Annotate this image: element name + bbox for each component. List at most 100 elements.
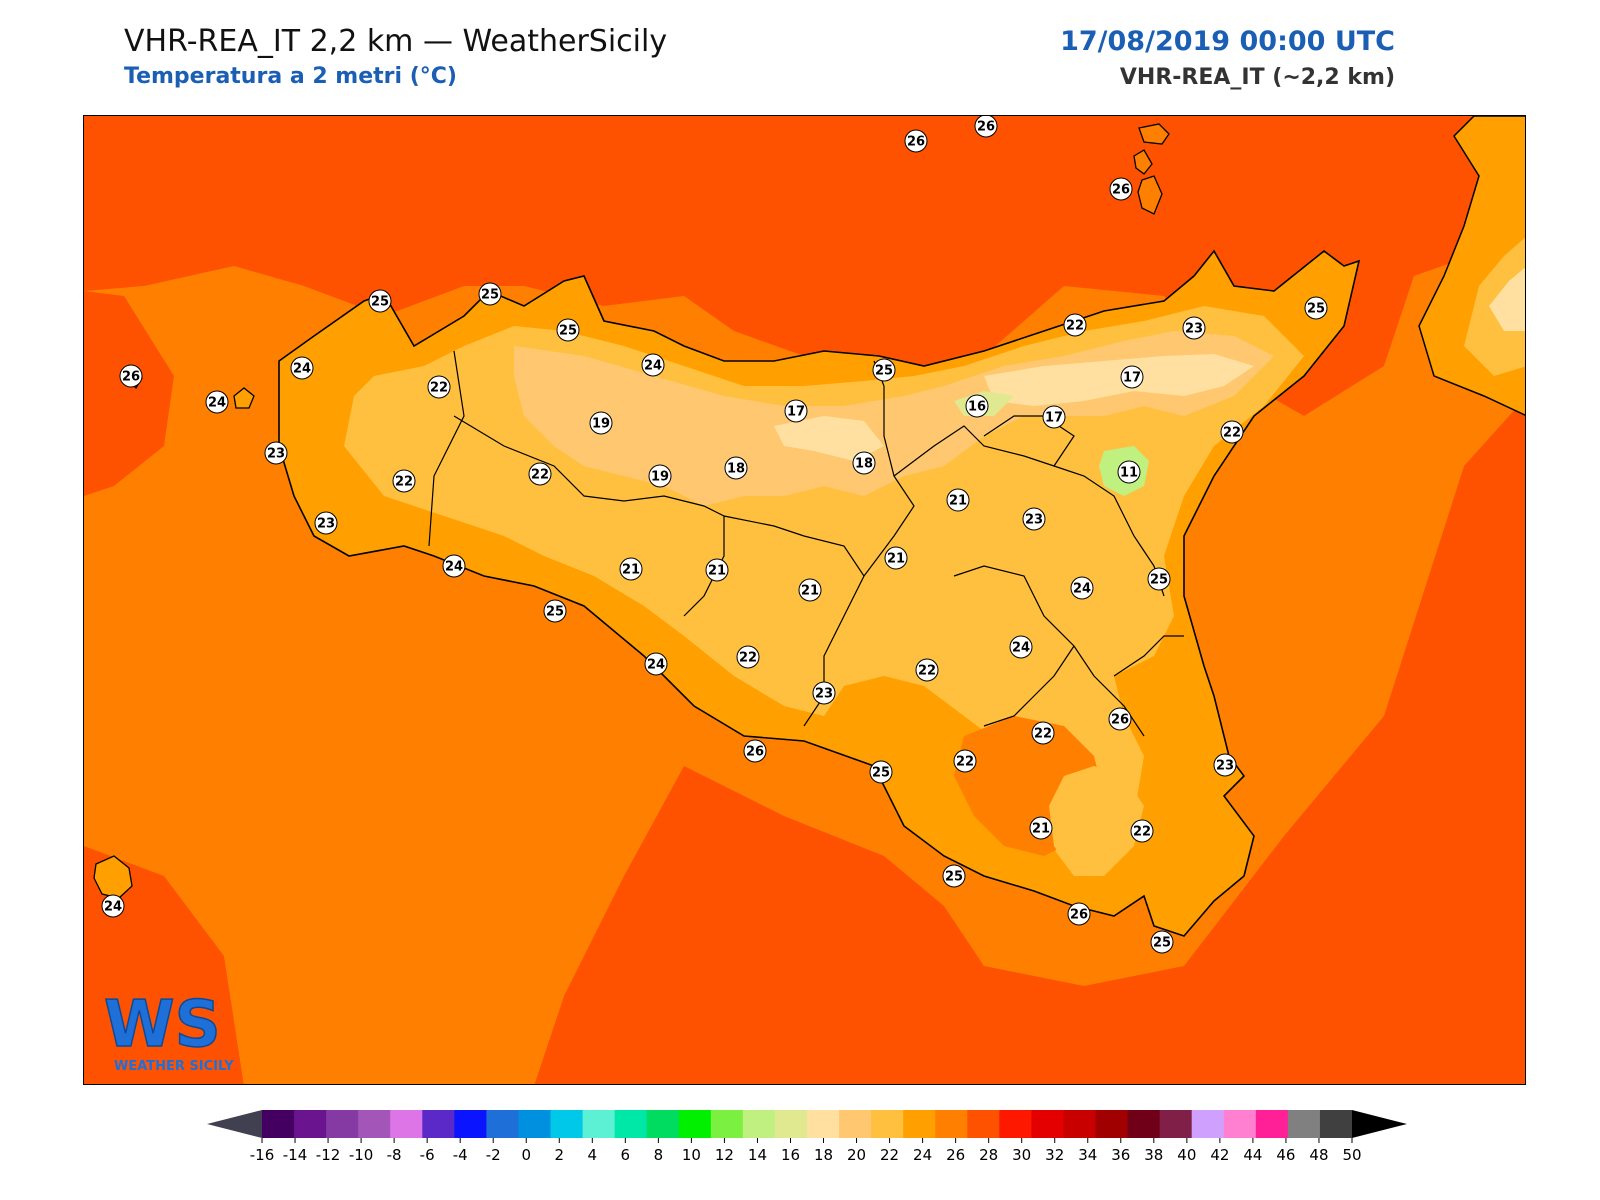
temperature-point: 21: [798, 578, 822, 602]
colorbar-tick-label: 4: [588, 1146, 598, 1164]
temperature-point-label: 24: [1012, 641, 1030, 656]
temperature-point: 22: [528, 462, 552, 486]
temperature-point-marker: [478, 282, 502, 306]
temperature-point-label: 22: [1133, 825, 1151, 840]
temperature-point: 23: [1022, 507, 1046, 531]
colorbar-tick-label: 30: [1012, 1146, 1031, 1164]
temperature-point-label: 23: [1216, 759, 1234, 774]
temperature-point-label: 25: [481, 288, 499, 303]
colorbar-swatch: [839, 1110, 872, 1138]
colorbar-over-arrow: [1352, 1110, 1407, 1138]
weather-sicily-logo-icon: WS WEATHER SICILY: [96, 984, 256, 1074]
temperature-point: 22: [953, 749, 977, 773]
calabria-cooler: [1489, 267, 1525, 331]
colorbar-swatch: [1095, 1110, 1129, 1138]
colorbar-swatch: [550, 1110, 584, 1138]
colorbar-swatch: [486, 1110, 519, 1138]
colorbar-swatch: [1159, 1110, 1193, 1138]
temperature-point-label: 21: [801, 584, 819, 599]
colorbar-tick-label: 20: [847, 1146, 866, 1164]
temperature-point-label: 21: [1032, 822, 1050, 837]
colorbar-swatch: [903, 1110, 936, 1138]
temperature-point: 21: [946, 488, 970, 512]
temperature-point-label: 19: [651, 470, 669, 485]
temperature-point-label: 26: [907, 135, 925, 150]
temperature-point: 25: [1304, 296, 1328, 320]
temperature-point-label: 18: [727, 462, 745, 477]
island-lipari: [1133, 149, 1153, 175]
map-area[interactable]: 26 26 26 25 25 25 24 24 26 24 22 23 22 23 19 22 19 17 18 18…: [83, 115, 1526, 1085]
temperature-point: 26: [119, 364, 143, 388]
temperature-point-marker: [974, 116, 998, 138]
colorbar-swatch: [646, 1110, 680, 1138]
temperature-point: 24: [442, 554, 466, 578]
temperature-point-marker: [852, 451, 876, 475]
colorbar-swatch: [582, 1110, 616, 1138]
temperature-point: 26: [974, 116, 998, 138]
colorbar-swatch: [1127, 1110, 1161, 1138]
colorbar-tick-label: 34: [1078, 1146, 1097, 1164]
temperature-point-label: 22: [956, 755, 974, 770]
southeast-cool: [1049, 766, 1144, 876]
colorbar-tick-label: -12: [316, 1146, 341, 1164]
temperature-point: 22: [427, 375, 451, 399]
temperature-point-marker: [644, 652, 668, 676]
colorbar-swatch: [967, 1110, 1000, 1138]
logo-text: WEATHER SICILY: [114, 1059, 234, 1074]
temperature-point-marker: [589, 411, 613, 435]
colorbar-swatch: [999, 1110, 1032, 1138]
temperature-point: 22: [1130, 819, 1154, 843]
colorbar-swatch: [358, 1110, 391, 1138]
temperature-point-label: 23: [267, 447, 285, 462]
temperature-point: 22: [1063, 313, 1087, 337]
colorbar-tick-label: -6: [420, 1146, 435, 1164]
temperature-point-label: 23: [815, 687, 833, 702]
temperature-point-marker: [1130, 819, 1154, 843]
temperature-point-label: 19: [592, 417, 610, 432]
temperature-point-label: 25: [546, 605, 564, 620]
temperature-point-label: 26: [1112, 183, 1130, 198]
model-name: VHR-REA_IT (~2,2 km): [1119, 65, 1395, 90]
temperature-point: 19: [589, 411, 613, 435]
colorbar-swatch: [518, 1110, 552, 1138]
colorbar-swatch: [614, 1110, 648, 1138]
temperature-point-marker: [724, 456, 748, 480]
colorbar-swatch: [294, 1110, 327, 1138]
island-salina: [1138, 123, 1170, 145]
colorbar-legend: -16 -14 -12 -10 -8 -6 -4 -2 0 2 4 6 8 10 12 14 16 18 20 22 2…: [207, 1110, 1407, 1164]
temperature-point-label: 21: [887, 552, 905, 567]
temperature-point-marker: [1304, 296, 1328, 320]
temperature-point-label: 22: [918, 664, 936, 679]
colorbar-swatch: [807, 1110, 840, 1138]
temperature-point-marker: [442, 554, 466, 578]
temperature-point-label: 22: [1034, 727, 1052, 742]
temperature-point-label: 26: [977, 120, 995, 135]
temperature-point-label: 17: [1045, 411, 1063, 426]
temperature-point: 25: [872, 358, 896, 382]
temperature-point: 22: [915, 658, 939, 682]
temperature-point-label: 25: [945, 870, 963, 885]
temperature-point-marker: [1067, 902, 1091, 926]
island-egadi: [233, 387, 255, 409]
temperature-point: 25: [543, 599, 567, 623]
temperature-point-label: 11: [1120, 466, 1138, 481]
colorbar-tick-label: 26: [946, 1146, 965, 1164]
temperature-point-label: 24: [104, 900, 122, 915]
temperature-point-marker: [119, 364, 143, 388]
colorbar-swatch: [422, 1110, 455, 1138]
temperature-point-marker: [641, 353, 665, 377]
temperature-point-label: 24: [644, 359, 662, 374]
temperature-point-label: 25: [371, 295, 389, 310]
temperature-point-label: 24: [647, 658, 665, 673]
temperature-point: 22: [392, 469, 416, 493]
temperature-point-marker: [427, 375, 451, 399]
temperature-point-label: 18: [855, 457, 873, 472]
colorbar-swatch: [1191, 1110, 1225, 1138]
temperature-point-label: 26: [1111, 713, 1129, 728]
temperature-point-label: 17: [787, 405, 805, 420]
temperature-point-label: 21: [949, 494, 967, 509]
island-pantelleria: [93, 855, 133, 899]
colorbar-tick-label: 22: [880, 1146, 899, 1164]
temperature-point: 17: [784, 399, 808, 423]
temperature-point-marker: [884, 546, 908, 570]
